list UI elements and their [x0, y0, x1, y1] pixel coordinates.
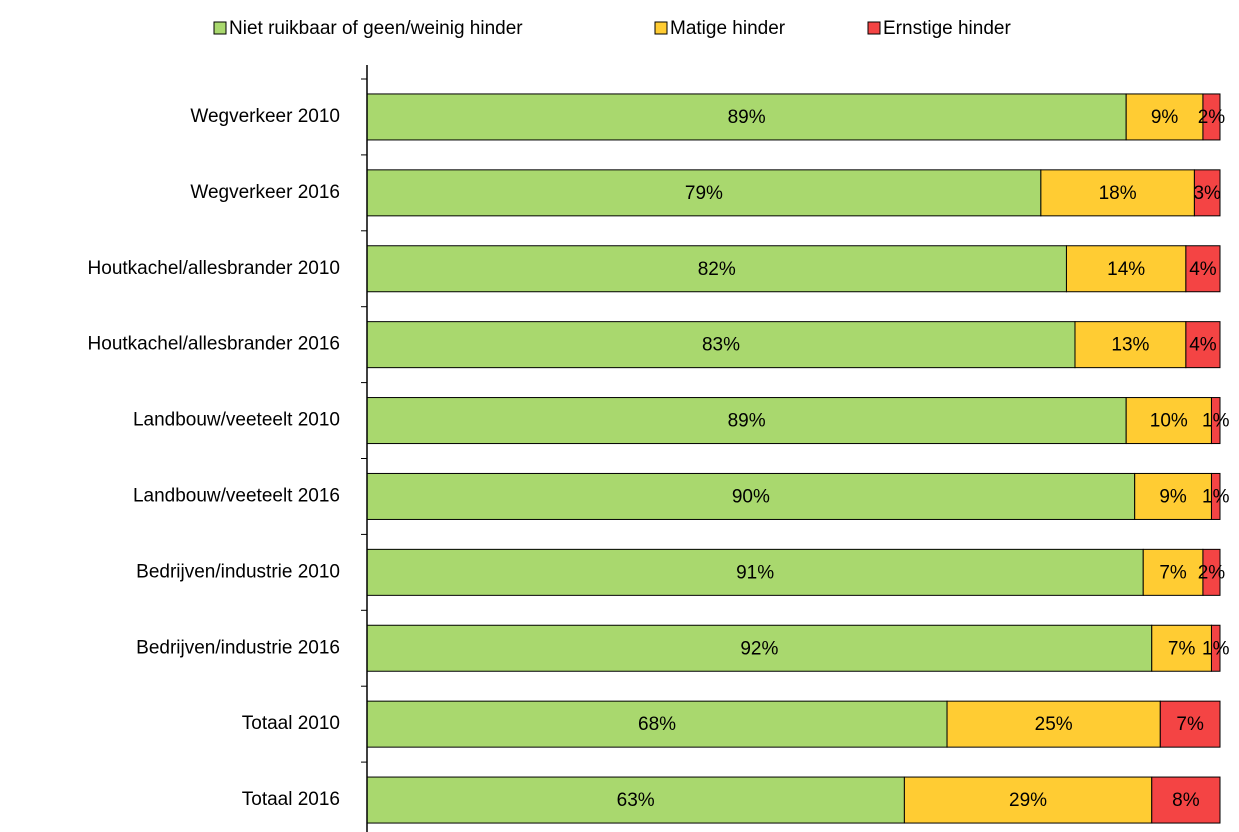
- bar-segment: [1125, 93, 1204, 141]
- legend-swatch: [867, 21, 881, 35]
- y-tick-label: Landbouw/veeteelt 2016: [133, 485, 340, 506]
- bar-segment: [1151, 776, 1221, 824]
- y-tick-label: Bedrijven/industrie 2016: [136, 637, 340, 658]
- y-tick-label: Totaal 2010: [242, 713, 340, 734]
- bar-segment: [1074, 321, 1187, 369]
- data-label: 4%: [1189, 335, 1217, 356]
- data-label: 92%: [740, 638, 778, 659]
- bar-segment: [366, 93, 1127, 141]
- y-tick-label: Landbouw/veeteelt 2010: [133, 410, 340, 431]
- data-label: 90%: [732, 486, 770, 507]
- bar-segment: [1185, 245, 1221, 293]
- data-label: 7%: [1159, 562, 1187, 583]
- data-label: 1%: [1202, 638, 1230, 659]
- bar-segment: [366, 472, 1136, 520]
- legend-label: Niet ruikbaar of geen/weinig hinder: [229, 18, 523, 39]
- data-label: 1%: [1202, 486, 1230, 507]
- bar-segment: [1210, 472, 1221, 520]
- data-label: 89%: [728, 411, 766, 432]
- bar-segment: [1210, 624, 1221, 672]
- y-tick-label: Wegverkeer 2010: [190, 106, 340, 127]
- bar-segment: [366, 245, 1067, 293]
- data-label: 25%: [1035, 714, 1073, 735]
- data-label: 2%: [1198, 562, 1226, 583]
- data-label: 9%: [1159, 486, 1187, 507]
- bar-segment: [366, 624, 1153, 672]
- y-tick-label: Totaal 2016: [242, 789, 340, 810]
- data-label: 1%: [1202, 411, 1230, 432]
- data-label: 83%: [702, 335, 740, 356]
- data-label: 9%: [1151, 107, 1179, 128]
- y-tick-label: Houtkachel/allesbrander 2010: [88, 258, 340, 279]
- bar-segment: [1125, 397, 1212, 445]
- data-label: 13%: [1111, 335, 1149, 356]
- y-tick-label: Houtkachel/allesbrander 2016: [88, 334, 340, 355]
- legend-swatch: [654, 21, 668, 35]
- bar-segment: [1210, 397, 1221, 445]
- data-label: 79%: [685, 183, 723, 204]
- data-label: 68%: [638, 714, 676, 735]
- bar-segment: [1159, 700, 1221, 748]
- data-label: 29%: [1009, 790, 1047, 811]
- data-label: 7%: [1176, 714, 1204, 735]
- data-label: 63%: [617, 790, 655, 811]
- bar-segment: [1151, 624, 1212, 672]
- data-label: 2%: [1198, 107, 1226, 128]
- data-label: 91%: [736, 562, 774, 583]
- legend-label: Ernstige hinder: [883, 18, 1011, 39]
- y-tick-label: Bedrijven/industrie 2010: [136, 561, 340, 582]
- data-label: 3%: [1193, 183, 1221, 204]
- data-label: 10%: [1150, 411, 1188, 432]
- data-label: 8%: [1172, 790, 1200, 811]
- data-label: 14%: [1107, 259, 1145, 280]
- data-label: 7%: [1168, 638, 1196, 659]
- bar-segment: [903, 776, 1153, 824]
- bar-segment: [1202, 548, 1221, 596]
- bar-segment: [1202, 93, 1221, 141]
- data-label: 89%: [728, 107, 766, 128]
- data-label: 18%: [1099, 183, 1137, 204]
- legend-swatch: [213, 21, 227, 35]
- bar-segment: [366, 700, 948, 748]
- bar-segment: [366, 169, 1042, 217]
- legend-label: Matige hinder: [670, 18, 786, 39]
- bar-segment: [366, 397, 1127, 445]
- bar-segment: [1040, 169, 1195, 217]
- bar-segment: [1142, 548, 1204, 596]
- data-label: 4%: [1189, 259, 1217, 280]
- bar-segment: [1193, 169, 1221, 217]
- bar-segment: [946, 700, 1161, 748]
- data-label: 82%: [698, 259, 736, 280]
- bar-segment: [1185, 321, 1221, 369]
- bar-segment: [1065, 245, 1187, 293]
- y-tick-label: Wegverkeer 2016: [190, 182, 340, 203]
